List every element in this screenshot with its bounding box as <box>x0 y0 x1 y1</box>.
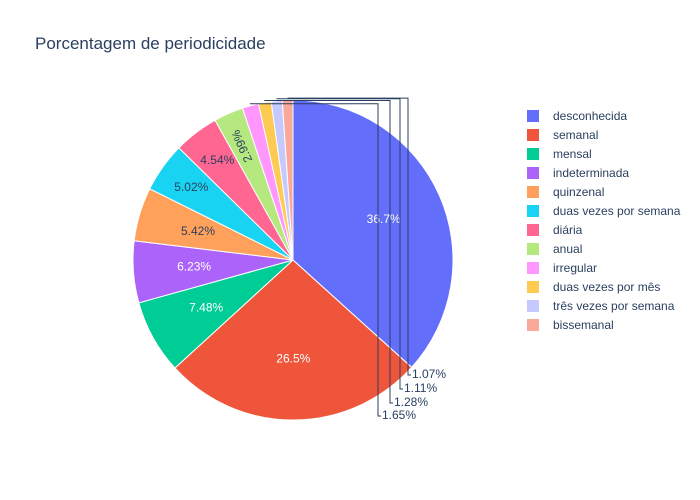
slice-label-outside: 1.65% <box>382 408 416 422</box>
legend-item[interactable]: duas vezes por mês <box>527 277 680 296</box>
legend-item[interactable]: semanal <box>527 125 680 144</box>
leader-line <box>287 97 411 376</box>
slice-label: 6.23% <box>177 260 211 274</box>
legend-item[interactable]: quinzenal <box>527 182 680 201</box>
legend-label: bissemanal <box>553 317 614 332</box>
legend-swatch <box>527 204 539 217</box>
chart-title: Porcentagem de periodicidade <box>35 34 266 53</box>
legend-item[interactable]: anual <box>527 239 680 258</box>
legend-swatch <box>527 280 539 293</box>
legend-swatch <box>527 299 539 312</box>
pie-slice[interactable] <box>174 259 413 421</box>
legend-item[interactable]: indeterminada <box>527 163 680 182</box>
slice-label: 5.02% <box>174 180 208 194</box>
legend-item[interactable]: duas vezes por semana <box>527 201 680 220</box>
pie-slices <box>132 99 454 421</box>
legend-label: duas vezes por mês <box>553 279 661 294</box>
leader-line <box>249 103 381 417</box>
legend-label: três vezes por semana <box>553 298 675 313</box>
legend-swatch <box>527 242 539 255</box>
pie-slice[interactable] <box>292 99 454 369</box>
slice-label: 26.5% <box>276 351 310 365</box>
legend-swatch <box>527 185 539 198</box>
legend-label: indeterminada <box>553 165 630 180</box>
legend-item[interactable]: irregular <box>527 258 680 277</box>
legend-label: anual <box>553 241 583 256</box>
legend-swatch <box>527 128 539 141</box>
legend-swatch <box>527 223 539 236</box>
legend-item[interactable]: desconhecida <box>527 106 680 125</box>
legend-swatch <box>527 261 539 274</box>
legend-item[interactable]: três vezes por semana <box>527 296 680 315</box>
slice-label-outside: 1.07% <box>412 367 446 381</box>
legend-label: desconhecida <box>553 108 628 123</box>
legend-item[interactable]: diária <box>527 220 680 239</box>
slice-label-outside: 1.28% <box>394 395 428 409</box>
legend-label: quinzenal <box>553 184 605 199</box>
slice-label: 4.54% <box>200 153 234 167</box>
leader-line <box>276 98 403 390</box>
leader-line <box>264 100 393 404</box>
legend: desconhecida semanal mensal indeterminada qu… <box>527 106 680 334</box>
legend-label: duas vezes por semana <box>553 203 681 218</box>
slice-label: 36.7% <box>367 212 401 226</box>
legend-label: irregular <box>553 260 598 275</box>
legend-swatch <box>527 318 539 331</box>
legend-label: mensal <box>553 146 592 161</box>
slice-label-outside: 1.11% <box>404 381 437 395</box>
legend-swatch <box>527 166 539 179</box>
legend-swatch <box>527 109 539 122</box>
slice-label: 7.48% <box>189 300 223 314</box>
legend-swatch <box>527 147 539 160</box>
slice-label: 5.42% <box>181 224 215 238</box>
legend-label: diária <box>553 222 583 237</box>
legend-item[interactable]: bissemanal <box>527 315 680 334</box>
legend-item[interactable]: mensal <box>527 144 680 163</box>
legend-label: semanal <box>553 127 599 142</box>
